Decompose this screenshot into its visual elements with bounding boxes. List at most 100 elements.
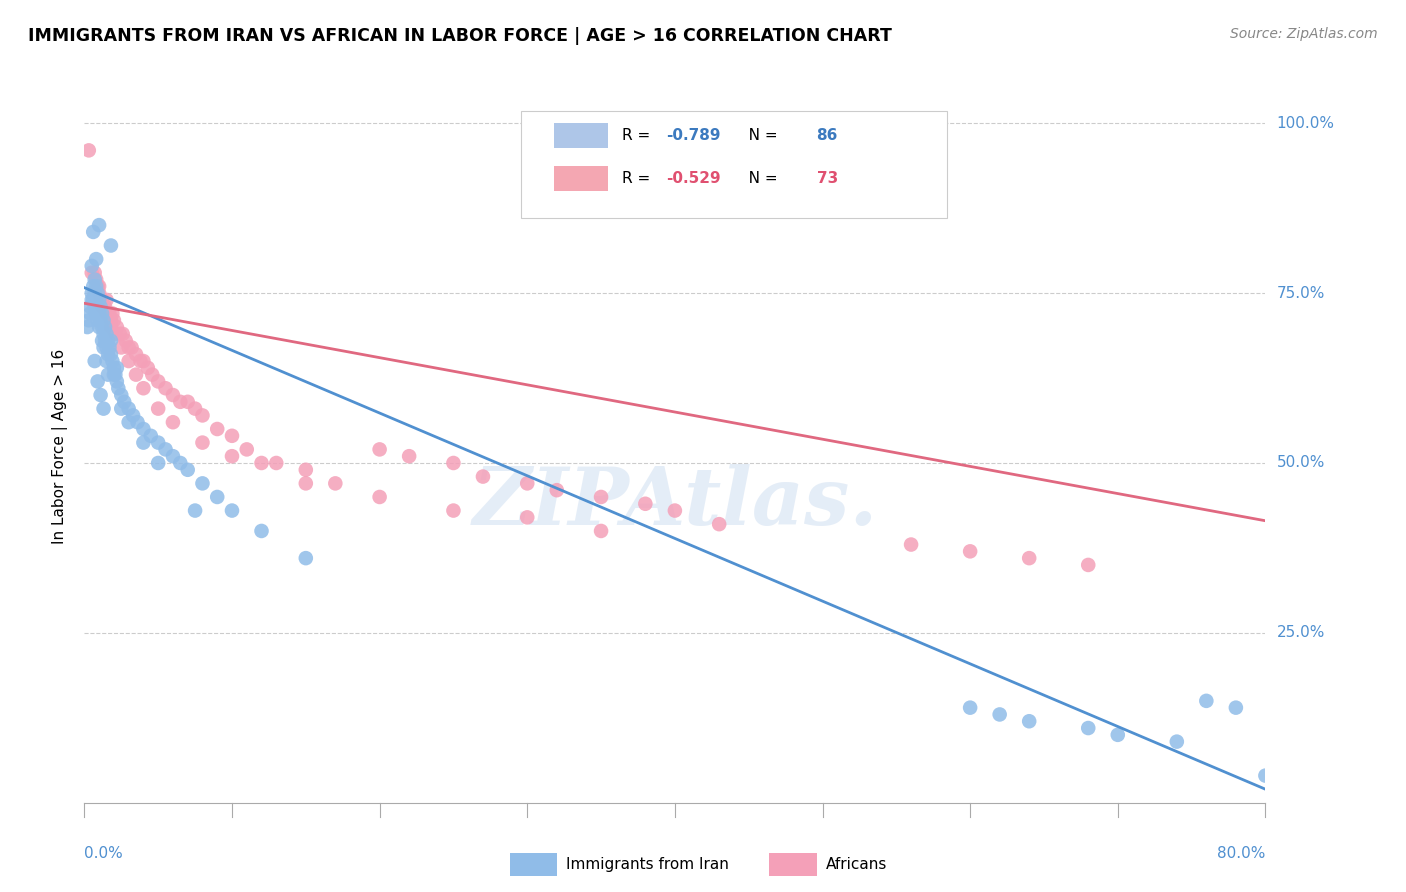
FancyBboxPatch shape: [554, 166, 607, 191]
Point: [105, 320, 128, 334]
Point: [118, 401, 141, 416]
Point: [441, 456, 464, 470]
Text: 75.0%: 75.0%: [1277, 285, 1324, 301]
Point: [87, 286, 111, 301]
Point: [118, 354, 141, 368]
Point: [91, 334, 114, 348]
Point: [96, 341, 118, 355]
Point: [132, 422, 155, 436]
Point: [83, 354, 105, 368]
Point: [169, 394, 191, 409]
Point: [101, 354, 124, 368]
Point: [118, 341, 141, 355]
Point: [295, 476, 318, 491]
Point: [177, 394, 200, 409]
Point: [90, 300, 112, 314]
Text: -0.529: -0.529: [666, 171, 721, 186]
Point: [100, 313, 122, 327]
Point: [1225, 700, 1247, 714]
Point: [100, 334, 122, 348]
Point: [82, 293, 104, 307]
Point: [84, 272, 107, 286]
Point: [90, 388, 112, 402]
Point: [80, 286, 103, 301]
Text: 73: 73: [817, 171, 838, 186]
Point: [132, 381, 155, 395]
Point: [664, 503, 686, 517]
Point: [546, 483, 568, 498]
Point: [94, 300, 117, 314]
Point: [1195, 694, 1218, 708]
Point: [98, 306, 121, 320]
Point: [86, 313, 108, 327]
Point: [516, 510, 538, 524]
Point: [139, 429, 162, 443]
Point: [900, 537, 922, 551]
FancyBboxPatch shape: [522, 111, 946, 218]
Point: [84, 252, 107, 266]
Point: [148, 456, 170, 470]
Point: [516, 476, 538, 491]
Point: [127, 415, 149, 429]
Text: 0.0%: 0.0%: [84, 846, 124, 861]
Point: [100, 320, 122, 334]
Point: [90, 313, 112, 327]
Point: [110, 401, 132, 416]
FancyBboxPatch shape: [509, 853, 557, 876]
Point: [83, 266, 105, 280]
Point: [93, 341, 115, 355]
Point: [94, 320, 117, 334]
Text: R =: R =: [621, 171, 655, 186]
FancyBboxPatch shape: [769, 853, 817, 876]
Point: [162, 388, 184, 402]
Text: Immigrants from Iran: Immigrants from Iran: [567, 857, 730, 872]
Point: [184, 401, 207, 416]
Point: [221, 503, 243, 517]
Point: [83, 272, 105, 286]
Point: [148, 435, 170, 450]
Point: [441, 503, 464, 517]
Point: [191, 435, 214, 450]
Point: [959, 700, 981, 714]
Point: [1077, 558, 1099, 572]
Point: [1166, 734, 1188, 748]
Point: [136, 360, 159, 375]
Point: [323, 476, 347, 491]
Point: [107, 381, 129, 395]
Point: [80, 266, 103, 280]
Point: [77, 144, 100, 158]
Point: [132, 435, 155, 450]
Point: [97, 368, 120, 382]
Point: [97, 306, 120, 320]
Text: ZIPAtlas.: ZIPAtlas.: [472, 465, 877, 541]
Point: [83, 286, 105, 301]
Text: Africans: Africans: [827, 857, 887, 872]
Point: [87, 320, 111, 334]
Point: [295, 463, 318, 477]
Point: [84, 279, 107, 293]
Point: [122, 409, 145, 423]
Point: [105, 360, 128, 375]
Text: 80.0%: 80.0%: [1218, 846, 1265, 861]
Point: [87, 279, 111, 293]
Point: [83, 300, 105, 314]
Point: [177, 463, 200, 477]
Point: [100, 347, 122, 361]
Point: [77, 313, 100, 327]
Point: [93, 313, 115, 327]
Point: [82, 225, 104, 239]
Text: 50.0%: 50.0%: [1277, 456, 1324, 470]
Point: [94, 334, 117, 348]
Point: [93, 401, 115, 416]
Point: [1254, 769, 1277, 783]
Point: [96, 306, 118, 320]
Point: [93, 300, 115, 314]
Point: [91, 306, 114, 320]
Point: [84, 306, 107, 320]
Point: [205, 422, 228, 436]
Text: N =: N =: [734, 128, 782, 143]
Point: [98, 341, 121, 355]
Point: [111, 326, 134, 341]
Point: [264, 456, 288, 470]
Point: [80, 259, 103, 273]
